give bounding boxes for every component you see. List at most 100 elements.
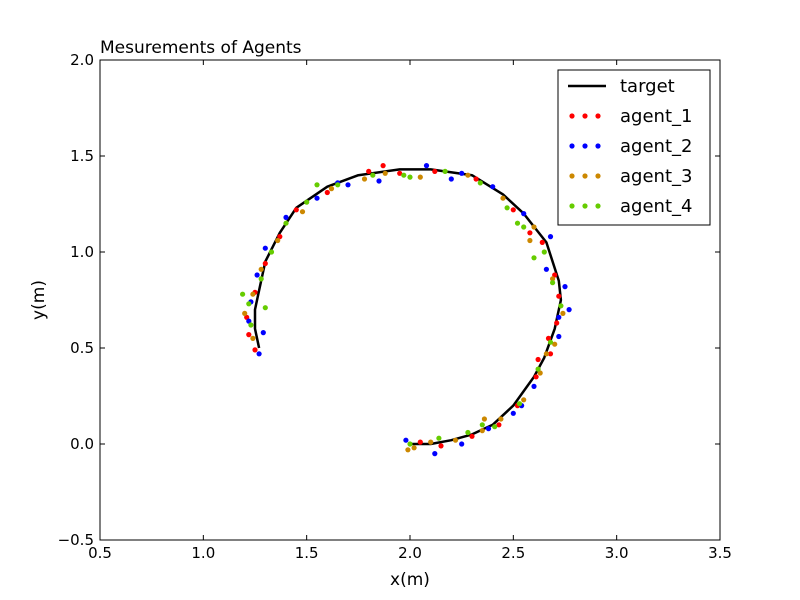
data-point-agent_3 (552, 341, 558, 347)
data-point-agent_3 (417, 174, 423, 180)
data-point-agent_4 (535, 366, 541, 372)
data-point-agent_2 (256, 351, 262, 357)
data-point-agent_3 (258, 266, 264, 272)
data-point-agent_3 (428, 439, 434, 445)
data-point-agent_4 (258, 276, 264, 282)
legend-label: agent_3 (620, 166, 692, 187)
data-point-agent_3 (405, 447, 411, 453)
data-point-agent_2 (448, 176, 454, 182)
y-tick-label: 1.0 (70, 243, 94, 261)
data-point-agent_1 (366, 168, 372, 174)
legend-marker (595, 143, 601, 149)
data-point-agent_3 (479, 428, 485, 434)
x-tick-label: 1.5 (295, 544, 319, 562)
data-point-agent_4 (479, 422, 485, 428)
data-point-agent_1 (496, 422, 502, 428)
data-point-agent_4 (492, 424, 498, 430)
legend-entry-agent_2: agent_2 (569, 136, 692, 157)
y-axis-label: y(m) (29, 280, 49, 320)
data-point-agent_1 (252, 347, 258, 353)
legend-label: target (620, 76, 675, 97)
legend-marker (569, 203, 575, 209)
data-point-agent_4 (407, 441, 413, 447)
legend-marker (569, 113, 575, 119)
y-tick-label: 1.5 (70, 147, 94, 165)
data-point-agent_4 (558, 303, 564, 309)
y-tick-label: 0.5 (70, 339, 94, 357)
legend-marker (595, 173, 601, 179)
data-point-agent_3 (537, 370, 543, 376)
data-point-agent_3 (452, 437, 459, 443)
data-point-agent_4 (335, 182, 341, 188)
chart-title: Mesurements of Agents (100, 38, 302, 58)
legend-entry-agent_1: agent_1 (569, 106, 692, 127)
data-point-agent_2 (459, 441, 465, 447)
data-point-agent_4 (268, 249, 275, 255)
data-point-agent_1 (324, 189, 330, 196)
data-point-agent_2 (283, 214, 289, 220)
data-point-agent_4 (407, 174, 413, 180)
legend-entry-target: target (568, 76, 675, 97)
data-point-agent_2 (376, 178, 382, 184)
x-tick-label: 0.5 (88, 544, 112, 562)
data-point-agent_2 (547, 234, 554, 240)
data-point-agent_3 (361, 176, 368, 182)
legend-entry-agent_4: agent_4 (569, 196, 692, 217)
data-point-agent_2 (556, 333, 562, 340)
data-point-agent_1 (527, 230, 533, 236)
data-point-agent_3 (242, 310, 248, 316)
data-point-agent_2 (345, 182, 351, 188)
data-point-agent_3 (275, 237, 281, 244)
data-point-agent_4 (541, 249, 547, 255)
data-point-agent_3 (411, 445, 417, 451)
data-point-agent_1 (432, 168, 438, 174)
data-point-agent_1 (417, 439, 423, 445)
data-point-agent_4 (436, 435, 442, 441)
data-point-agent_4 (465, 429, 471, 436)
data-point-agent_2 (246, 318, 252, 324)
data-point-agent_4 (240, 291, 246, 297)
data-point-agent_2 (566, 307, 572, 313)
data-point-agent_4 (504, 205, 510, 211)
data-point-agent_3 (465, 172, 471, 178)
data-point-agent_3 (521, 397, 527, 403)
data-point-agent_3 (498, 416, 504, 422)
plot-data (240, 163, 572, 457)
legend-marker (582, 113, 588, 119)
data-point-agent_1 (539, 239, 545, 245)
data-point-agent_1 (535, 356, 541, 363)
x-tick-label: 1.0 (191, 544, 215, 562)
data-point-agent_4 (370, 172, 376, 178)
x-tick-label: 3.5 (708, 544, 732, 562)
data-point-agent_2 (254, 272, 260, 278)
legend-marker (569, 143, 575, 149)
legend-marker (582, 203, 588, 209)
legend-marker (595, 203, 601, 209)
data-point-agent_1 (277, 234, 283, 240)
data-point-agent_2 (510, 410, 516, 416)
data-point-agent_2 (556, 314, 562, 320)
data-point-agent_1 (262, 260, 268, 267)
data-point-agent_4 (531, 255, 537, 261)
data-point-agent_2 (543, 266, 550, 272)
data-point-agent_1 (293, 207, 299, 213)
data-point-agent_3 (328, 186, 335, 192)
data-point-agent_4 (304, 199, 310, 205)
y-tick-label: 0.0 (70, 435, 94, 453)
data-point-agent_4 (514, 220, 521, 226)
axis-ticks: 0.5 1.0 1.5 2.0 2.5 3.0 3.5 −0.5 0.0 0.5 1.0 1.5 2.0 (58, 51, 732, 562)
data-point-agent_4 (477, 180, 483, 186)
data-point-agent_4 (550, 280, 556, 286)
data-point-agent_1 (547, 351, 554, 357)
legend: target agent_1 agent_2 agent_3 agent_4 (557, 69, 711, 226)
x-tick-label: 2.0 (398, 544, 422, 562)
legend-marker (582, 143, 588, 149)
data-point-agent_3 (543, 351, 550, 357)
legend-marker (569, 173, 575, 179)
data-point-agent_3 (550, 276, 556, 282)
x-tick-label: 2.5 (501, 544, 525, 562)
data-point-agent_2 (423, 163, 430, 169)
series-line-target (253, 168, 563, 446)
data-point-agent_1 (554, 320, 560, 326)
